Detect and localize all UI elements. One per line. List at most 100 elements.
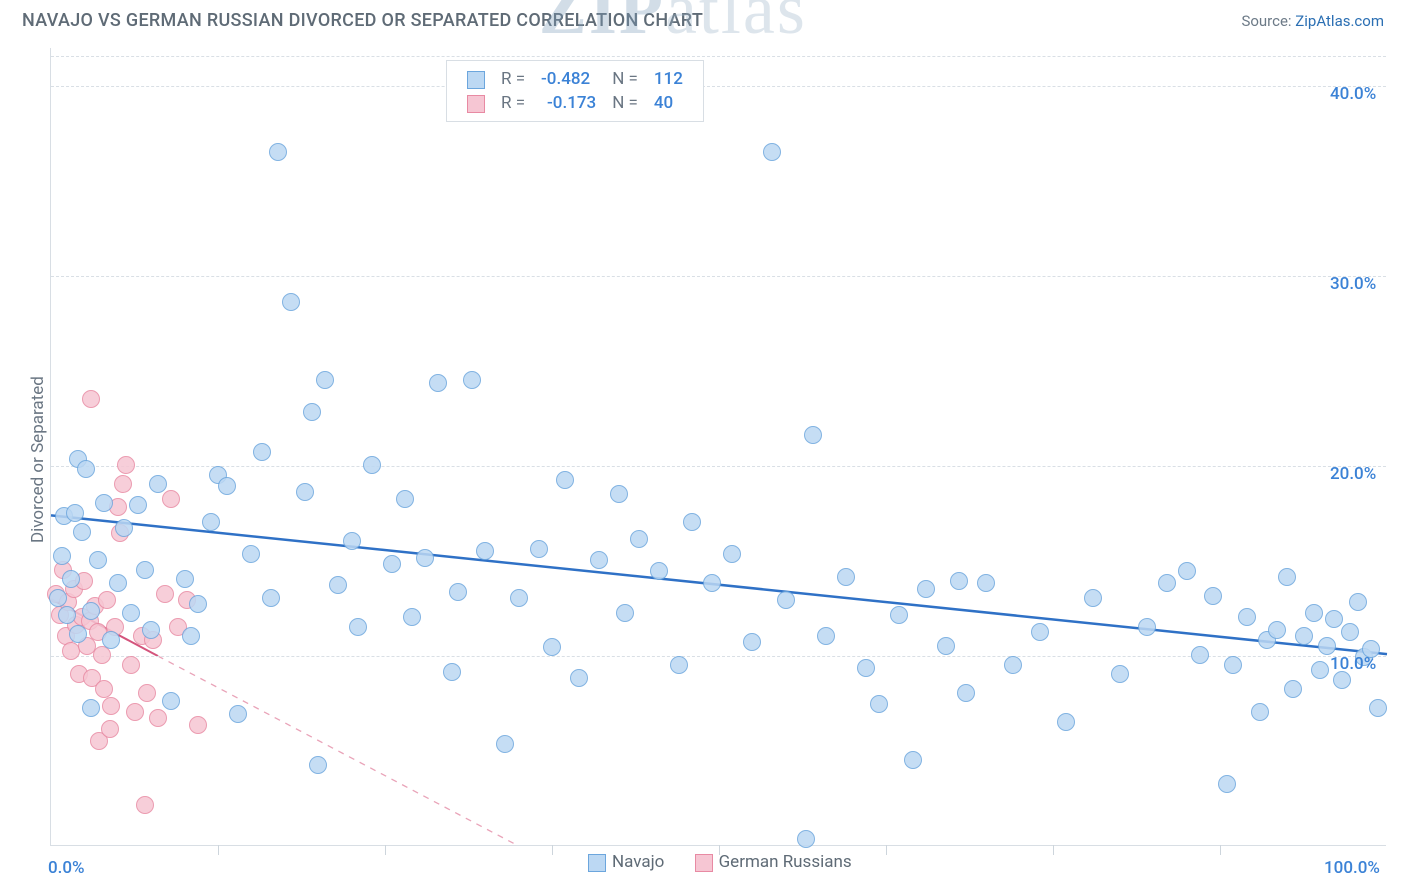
data-point-navajo <box>1158 574 1176 592</box>
series-legend: Navajo German Russians <box>588 852 878 872</box>
data-point-navajo <box>463 371 481 389</box>
data-point-navajo <box>416 549 434 567</box>
data-point-navajo <box>82 699 100 717</box>
data-point-navajo <box>650 562 668 580</box>
legend-row-navajo: R =-0.482 N =112 <box>459 67 691 91</box>
gridline-h <box>51 276 1386 277</box>
x-tick <box>1053 845 1054 855</box>
r-value-german-russians: -0.173 <box>533 91 604 115</box>
source-prefix: Source: <box>1241 12 1295 30</box>
data-point-navajo <box>530 540 548 558</box>
data-point-navajo <box>543 638 561 656</box>
data-point-navajo <box>349 618 367 636</box>
data-point-navajo <box>1268 621 1286 639</box>
correlation-legend: R =-0.482 N =112 R =-0.173 N =40 <box>446 60 704 122</box>
legend-item-navajo: Navajo <box>588 852 664 872</box>
n-value-navajo: 112 <box>646 67 691 91</box>
data-point-navajo <box>383 555 401 573</box>
scatter-plot: ZIPatlas <box>50 48 1386 846</box>
data-point-navajo <box>610 485 628 503</box>
data-point-navajo <box>570 669 588 687</box>
data-point-navajo <box>1111 665 1129 683</box>
x-axis-min-label: 0.0% <box>48 858 85 878</box>
data-point-navajo <box>1224 656 1242 674</box>
data-point-navajo <box>73 523 91 541</box>
data-point-navajo <box>49 589 67 607</box>
r-value-navajo: -0.482 <box>533 67 604 91</box>
data-point-navajo <box>917 580 935 598</box>
data-point-navajo <box>703 574 721 592</box>
data-point-navajo <box>496 735 514 753</box>
data-point-navajo <box>262 589 280 607</box>
data-point-navajo <box>1284 680 1302 698</box>
data-point-navajo <box>1138 618 1156 636</box>
data-point-navajo <box>837 568 855 586</box>
data-point-german_russians <box>102 697 120 715</box>
data-point-navajo <box>777 591 795 609</box>
data-point-german_russians <box>93 646 111 664</box>
data-point-navajo <box>102 631 120 649</box>
x-tick <box>385 845 386 855</box>
data-point-navajo <box>1057 713 1075 731</box>
data-point-navajo <box>69 625 87 643</box>
trendline <box>158 656 519 846</box>
data-point-german_russians <box>138 684 156 702</box>
data-point-navajo <box>129 496 147 514</box>
data-point-german_russians <box>156 585 174 603</box>
data-point-navajo <box>316 371 334 389</box>
data-point-navajo <box>1191 646 1209 664</box>
data-point-navajo <box>269 143 287 161</box>
data-point-navajo <box>616 604 634 622</box>
source-link[interactable]: ZipAtlas.com <box>1295 12 1384 30</box>
data-point-navajo <box>476 542 494 560</box>
data-point-navajo <box>309 756 327 774</box>
data-point-navajo <box>1278 568 1296 586</box>
y-tick-label: 20.0% <box>1330 464 1376 484</box>
x-tick <box>218 845 219 855</box>
data-point-navajo <box>66 504 84 522</box>
swatch-navajo-bottom <box>588 854 606 872</box>
gridline-h <box>51 466 1386 467</box>
data-point-navajo <box>1325 610 1343 628</box>
data-point-navajo <box>229 705 247 723</box>
legend-label-german-russians: German Russians <box>719 852 852 872</box>
legend-label-navajo: Navajo <box>612 852 664 872</box>
data-point-navajo <box>62 570 80 588</box>
data-point-navajo <box>1178 562 1196 580</box>
trendlines-svg <box>51 48 1387 846</box>
x-tick <box>552 845 553 855</box>
data-point-navajo <box>957 684 975 702</box>
data-point-navajo <box>670 656 688 674</box>
data-point-navajo <box>429 374 447 392</box>
data-point-navajo <box>242 545 260 563</box>
data-point-navajo <box>817 627 835 645</box>
data-point-navajo <box>343 532 361 550</box>
legend-row-german-russians: R =-0.173 N =40 <box>459 91 691 115</box>
x-tick <box>886 845 887 855</box>
data-point-german_russians <box>98 591 116 609</box>
data-point-navajo <box>202 513 220 531</box>
data-point-navajo <box>115 519 133 537</box>
data-point-navajo <box>904 751 922 769</box>
y-tick-label: 10.0% <box>1330 654 1376 674</box>
data-point-navajo <box>723 545 741 563</box>
x-axis-max-label: 100.0% <box>1324 858 1380 878</box>
chart-title: NAVAJO VS GERMAN RUSSIAN DIVORCED OR SEP… <box>22 10 703 31</box>
data-point-navajo <box>1341 623 1359 641</box>
data-point-navajo <box>890 606 908 624</box>
data-point-navajo <box>1311 661 1329 679</box>
data-point-navajo <box>1318 637 1336 655</box>
data-point-navajo <box>1084 589 1102 607</box>
data-point-german_russians <box>95 680 113 698</box>
n-value-german-russians: 40 <box>646 91 691 115</box>
data-point-navajo <box>1031 623 1049 641</box>
data-point-navajo <box>363 456 381 474</box>
data-point-navajo <box>189 595 207 613</box>
data-point-navajo <box>396 490 414 508</box>
data-point-navajo <box>1369 699 1387 717</box>
data-point-german_russians <box>149 709 167 727</box>
data-point-navajo <box>1349 593 1367 611</box>
data-point-navajo <box>162 692 180 710</box>
y-tick-label: 30.0% <box>1330 274 1376 294</box>
data-point-navajo <box>510 589 528 607</box>
